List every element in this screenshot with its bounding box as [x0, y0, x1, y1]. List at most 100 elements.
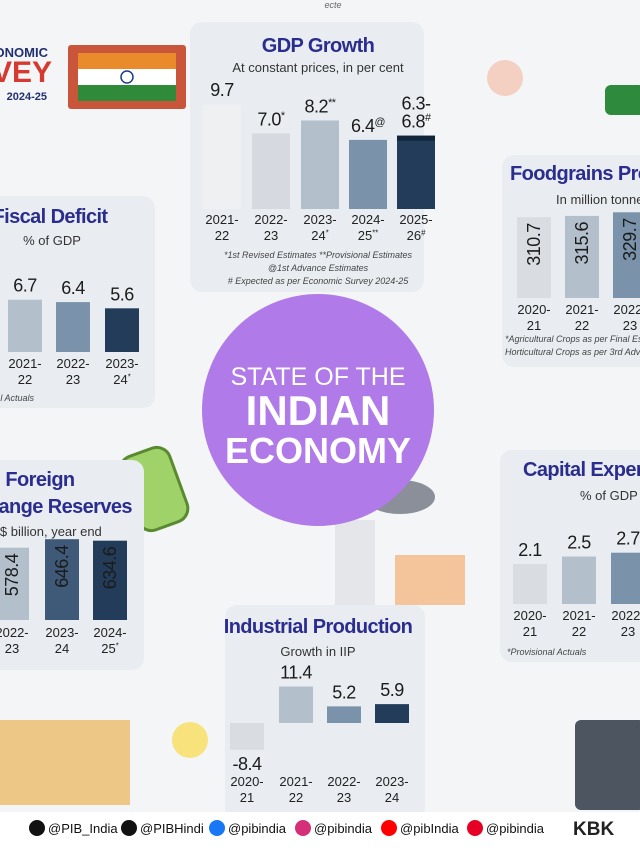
bar: [252, 133, 290, 209]
center-circle: [202, 294, 434, 526]
bar: [517, 217, 551, 298]
monitor-icon: [575, 720, 640, 810]
bar: [397, 140, 435, 209]
facebook-icon[interactable]: [209, 820, 225, 836]
bar: [45, 539, 79, 620]
bar: [105, 308, 139, 352]
x-tick-label: 2021-22: [279, 774, 312, 805]
chart-title: Foodgrains Production: [510, 163, 640, 185]
footer-handle[interactable]: @pibindia: [486, 821, 545, 836]
bar: [613, 212, 640, 298]
bar: [301, 120, 339, 209]
value-label: 6.4: [61, 278, 85, 298]
value-label: -8.4: [232, 754, 262, 774]
x-tick-label: 2021-22: [8, 356, 41, 387]
chart-note: *1st Revised Estimates **Provisional Est…: [224, 250, 413, 260]
x-tick-label: 2021-22: [565, 302, 598, 333]
chart-title: Capital Expenditure: [523, 459, 640, 481]
value-label: 6.3-6.8#: [401, 94, 431, 132]
center-line: ECONOMY: [225, 430, 411, 471]
chart-subtitle: Growth in IIP: [280, 644, 355, 659]
x-tick-label: 2024-25**: [351, 212, 384, 243]
value-label: 310.7: [524, 223, 544, 266]
x-tick-label: 2023-24: [375, 774, 408, 805]
chart-subtitle: % of GDP: [580, 488, 638, 503]
chart-note: *Agricultural Crops as per Final Estimat…: [505, 334, 640, 344]
footer-handle[interactable]: @pibindia: [314, 821, 373, 836]
value-label: 5.6: [110, 284, 134, 304]
bar: [279, 686, 313, 723]
footer-handle[interactable]: @pibIndia: [400, 821, 460, 836]
flag-stripe: [78, 53, 176, 69]
bar: [375, 704, 409, 723]
footer-handle[interactable]: @PIBHindi: [140, 821, 204, 836]
value-label: 2.7: [616, 529, 640, 549]
value-label: 5.2: [332, 682, 356, 702]
factory-icon: [335, 520, 375, 605]
x-tick-label: 2023-24: [45, 625, 78, 656]
x-tick-label: 2022-23: [56, 356, 89, 387]
bar: [565, 215, 599, 298]
top-text: ecte: [324, 0, 341, 10]
value-label: 634.6: [100, 546, 120, 589]
bar: [562, 556, 596, 604]
chart-title: Fiscal Deficit: [0, 206, 108, 228]
x-tick-label: 2020-21: [513, 608, 546, 639]
youtube-icon[interactable]: [381, 820, 397, 836]
x-tick-label: 2023-24*: [303, 212, 336, 243]
value-label: 11.4: [280, 663, 312, 683]
footer-bar: [0, 812, 640, 853]
flag-wheel: [120, 70, 134, 84]
bulb-icon: [172, 722, 208, 758]
header-line: 2024-25: [7, 91, 47, 103]
value-label: 7.0*: [257, 109, 286, 129]
center-line: STATE OF THE: [230, 363, 405, 391]
bar: [349, 139, 387, 209]
chart-subtitle: US $ billion, year end: [0, 524, 102, 539]
flag-stripe: [78, 69, 176, 85]
value-label: 8.2**: [305, 96, 337, 116]
value-label: 2.5: [567, 533, 591, 553]
footer-handle[interactable]: @pibindia: [228, 821, 287, 836]
x-tick-label: 2020-21: [517, 302, 550, 333]
factory-icon: [395, 555, 465, 605]
x-tick-label: 2024-25*: [93, 625, 126, 656]
chart-title: Industrial Production: [224, 616, 413, 638]
chart-subtitle: % of GDP: [23, 233, 81, 248]
x-tick-label: 2022-23: [613, 302, 640, 333]
x-tick-label: 2022-23: [611, 608, 640, 639]
chart-note: Horticultural Crops as per 3rd Advance E…: [505, 347, 640, 357]
x-tick-label: 2020-21: [230, 774, 263, 805]
bar-range: [397, 135, 435, 141]
chart-subtitle: At constant prices, in per cent: [232, 60, 404, 75]
value-label: 5.9: [380, 680, 404, 700]
x-icon[interactable]: [121, 820, 137, 836]
bar: [513, 564, 547, 604]
chart-panel: [0, 196, 155, 408]
value-label: 6.4@: [351, 116, 386, 136]
value-label: 329.7: [620, 218, 640, 261]
bar: [0, 547, 29, 620]
x-tick-label: 2021-22: [205, 212, 238, 243]
value-label: 6.7: [13, 276, 37, 296]
footer-handle[interactable]: @PIB_India: [48, 821, 118, 836]
koo-icon[interactable]: [467, 820, 483, 836]
chart-note: *Provisional Actuals: [507, 647, 587, 657]
flag-stripe: [78, 85, 176, 101]
chart-panel: [225, 605, 425, 820]
instagram-icon[interactable]: [295, 820, 311, 836]
x-tick-label: 2022-23: [327, 774, 360, 805]
bar: [327, 706, 361, 723]
x-icon[interactable]: [29, 820, 45, 836]
footer-brand: KBK: [573, 819, 614, 840]
x-tick-label: 2022-23: [0, 625, 29, 656]
chart-note: *Provisional Actuals: [0, 393, 34, 403]
value-label: 578.4: [2, 553, 22, 596]
header-line: ECONOMIC: [0, 45, 49, 60]
x-tick-label: 2021-22: [562, 608, 595, 639]
header-line: SURVEY: [0, 56, 52, 89]
chart-note: # Expected as per Economic Survey 2024-2…: [228, 276, 410, 286]
bar: [8, 299, 42, 352]
